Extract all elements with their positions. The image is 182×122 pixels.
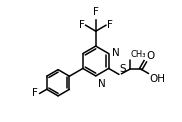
- Text: OH: OH: [149, 74, 165, 84]
- Text: F: F: [32, 88, 38, 98]
- Text: F: F: [107, 20, 113, 30]
- Text: N: N: [98, 79, 106, 89]
- Text: O: O: [146, 51, 154, 61]
- Text: F: F: [93, 7, 99, 17]
- Text: F: F: [79, 20, 84, 30]
- Text: CH₃: CH₃: [131, 50, 146, 59]
- Text: S: S: [120, 64, 126, 74]
- Text: N: N: [112, 48, 120, 58]
